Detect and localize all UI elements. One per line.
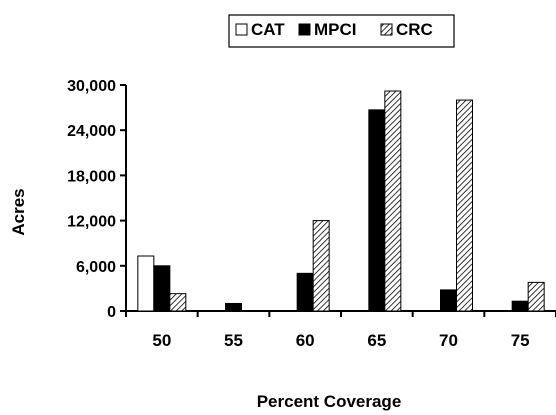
bar-crc-75	[527, 281, 545, 312]
legend-swatch-mpci	[298, 23, 311, 36]
x-axis-ticks: 50 55 60 65 70 75	[125, 311, 556, 350]
legend-swatch-cat	[235, 23, 248, 36]
x-tick-label: 65	[367, 331, 386, 350]
y-tick-label: 18,000	[67, 168, 116, 185]
y-tick-label: 6,000	[76, 259, 116, 276]
x-tick-label: 70	[439, 331, 458, 350]
legend-swatch-crc	[380, 23, 393, 36]
bar-mpci-50	[153, 265, 171, 312]
legend-label-cat: CAT	[251, 20, 285, 39]
bar-crc-65	[384, 90, 402, 312]
y-tick-label: 30,000	[67, 78, 116, 95]
legend-box	[228, 14, 455, 48]
legend-label-crc: CRC	[396, 20, 433, 39]
bar-cat-50	[137, 255, 155, 312]
x-tick-label: 55	[224, 331, 243, 350]
y-tick-label: 24,000	[67, 123, 116, 140]
x-axis-title: Percent Coverage	[257, 392, 402, 411]
bar-crc-50	[169, 293, 187, 312]
bar-crc-60	[312, 220, 330, 312]
x-tick-label: 50	[152, 331, 171, 350]
bars	[137, 90, 545, 312]
y-axis-title: Acres	[9, 188, 28, 235]
bar-mpci-55	[225, 302, 242, 312]
legend: CAT MPCI CRC	[228, 14, 455, 48]
bar-crc-70	[456, 99, 473, 312]
y-tick-label: 0	[107, 304, 116, 321]
legend-label-mpci: MPCI	[314, 20, 357, 39]
bar-mpci-65	[368, 109, 386, 312]
x-tick-label: 60	[296, 331, 315, 350]
y-tick-label: 12,000	[67, 214, 116, 231]
y-axis-ticks: 0 6,000 12,000 18,000 24,000 30,000	[67, 78, 126, 321]
bar-mpci-70	[440, 289, 457, 312]
bar-mpci-75	[511, 300, 529, 312]
bar-mpci-60	[296, 272, 314, 312]
x-tick-label: 75	[511, 331, 530, 350]
